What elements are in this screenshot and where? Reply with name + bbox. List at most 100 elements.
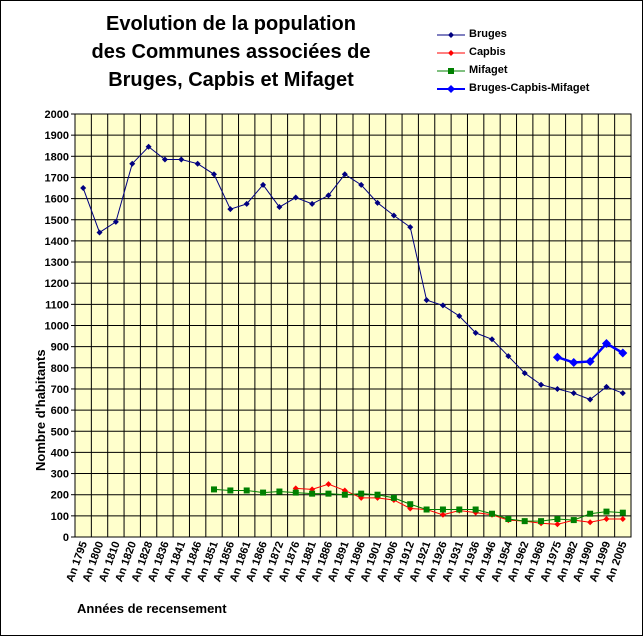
data-point-bruges — [358, 181, 365, 188]
legend: Bruges Capbis Mifaget Bruges-Capbis-Mifa… — [435, 25, 631, 101]
data-point-mifaget — [619, 509, 626, 516]
data-point-bruges — [161, 156, 168, 163]
data-point-bruges — [260, 181, 267, 188]
data-point-bruges — [521, 370, 528, 377]
legend-swatch-bruges-capbis-mifaget — [437, 85, 465, 93]
legend-swatch-bruges — [437, 32, 465, 38]
data-point-bruges-capbis-mifaget — [585, 356, 595, 366]
data-point-bruges — [227, 206, 234, 213]
data-point-mifaget — [439, 506, 446, 513]
data-point-bruges — [407, 224, 414, 231]
data-point-bruges — [243, 200, 250, 207]
data-point-bruges — [145, 143, 152, 150]
data-point-bruges — [390, 212, 397, 219]
y-tick-label: 600 — [51, 405, 69, 417]
data-point-bruges — [80, 185, 87, 192]
y-tick-label: 400 — [51, 447, 69, 459]
data-point-mifaget — [407, 501, 414, 508]
data-point-bruges-capbis-mifaget — [569, 358, 579, 368]
y-tick-label: 0 — [63, 532, 69, 544]
y-tick-label: 2000 — [45, 109, 69, 121]
data-point-bruges — [619, 390, 626, 397]
data-point-mifaget — [358, 490, 365, 497]
y-tick-label: 800 — [51, 363, 69, 375]
data-point-bruges — [325, 192, 332, 199]
legend-label-bruges: Bruges — [469, 28, 507, 40]
data-point-mifaget — [211, 486, 217, 493]
y-tick-label: 1200 — [45, 278, 69, 290]
data-point-mifaget — [570, 517, 577, 524]
data-point-bruges — [423, 297, 430, 304]
data-point-bruges — [505, 353, 512, 360]
data-point-mifaget — [489, 510, 495, 517]
data-point-mifaget — [276, 488, 283, 495]
data-point-bruges — [489, 336, 495, 343]
data-point-mifaget — [603, 508, 610, 515]
data-point-capbis — [554, 521, 561, 528]
y-tick-label: 700 — [51, 384, 69, 396]
data-point-mifaget — [423, 506, 430, 513]
data-point-bruges — [472, 329, 479, 336]
legend-item-bruges: Bruges — [435, 27, 631, 43]
data-point-mifaget — [243, 487, 250, 494]
legend-item-capbis: Capbis — [435, 45, 631, 61]
data-point-mifaget — [227, 487, 234, 494]
data-point-bruges — [341, 171, 348, 178]
data-point-mifaget — [341, 491, 348, 498]
data-point-bruges — [112, 218, 119, 225]
data-point-bruges — [570, 390, 577, 397]
y-tick-label: 500 — [51, 426, 69, 438]
y-tick-label: 1600 — [45, 194, 69, 206]
legend-label-mifaget: Mifaget — [469, 64, 508, 76]
legend-label-capbis: Capbis — [469, 46, 506, 58]
x-axis-title: Années de recensement — [77, 601, 227, 616]
data-point-bruges — [603, 383, 610, 390]
data-point-bruges — [587, 396, 594, 403]
data-point-mifaget — [587, 510, 594, 517]
series-line-bruges — [82, 146, 624, 401]
data-point-bruges — [439, 302, 446, 309]
legend-item-bruges-capbis-mifaget: Bruges-Capbis-Mifaget — [435, 81, 631, 97]
y-tick-label: 300 — [51, 469, 69, 481]
data-point-capbis — [603, 516, 610, 523]
y-tick-label: 1300 — [45, 257, 69, 269]
y-tick-label: 100 — [51, 511, 69, 523]
data-point-mifaget — [325, 490, 332, 497]
data-point-bruges — [309, 200, 316, 207]
data-point-bruges — [292, 194, 299, 201]
y-tick-label: 1900 — [45, 130, 69, 142]
data-point-bruges — [554, 385, 561, 392]
legend-swatch-capbis — [437, 50, 465, 56]
data-point-bruges — [178, 156, 185, 163]
data-point-capbis — [325, 481, 332, 488]
legend-swatch-mifaget — [437, 68, 465, 74]
data-point-capbis — [439, 511, 446, 518]
data-point-bruges — [194, 160, 201, 167]
data-point-bruges — [211, 171, 217, 178]
data-point-mifaget — [521, 518, 528, 525]
y-axis-title: Nombre d'habitants — [33, 349, 48, 471]
data-point-mifaget — [292, 489, 299, 496]
data-point-bruges-capbis-mifaget — [552, 352, 562, 362]
y-tick-label: 1000 — [45, 321, 69, 333]
chart-title-line-3: Bruges, Capbis et Mifaget — [108, 69, 354, 91]
y-tick-label: 900 — [51, 342, 69, 354]
data-point-mifaget — [260, 489, 267, 496]
data-point-mifaget — [538, 518, 545, 525]
data-point-mifaget — [505, 516, 512, 523]
data-point-bruges — [538, 381, 545, 388]
data-point-mifaget — [456, 506, 463, 513]
chart-title-line-1: Evolution de la population — [106, 13, 356, 35]
data-point-bruges — [374, 199, 381, 206]
data-point-capbis — [619, 516, 626, 523]
chart-title-line-2: des Communes associées de — [91, 41, 371, 63]
data-point-mifaget — [472, 506, 479, 513]
data-point-mifaget — [390, 494, 397, 501]
data-point-bruges — [456, 312, 463, 319]
data-point-mifaget — [374, 491, 381, 498]
data-point-capbis — [587, 519, 594, 526]
legend-item-mifaget: Mifaget — [435, 63, 631, 79]
legend-label-bruges-capbis-mifaget: Bruges-Capbis-Mifaget — [469, 82, 590, 94]
